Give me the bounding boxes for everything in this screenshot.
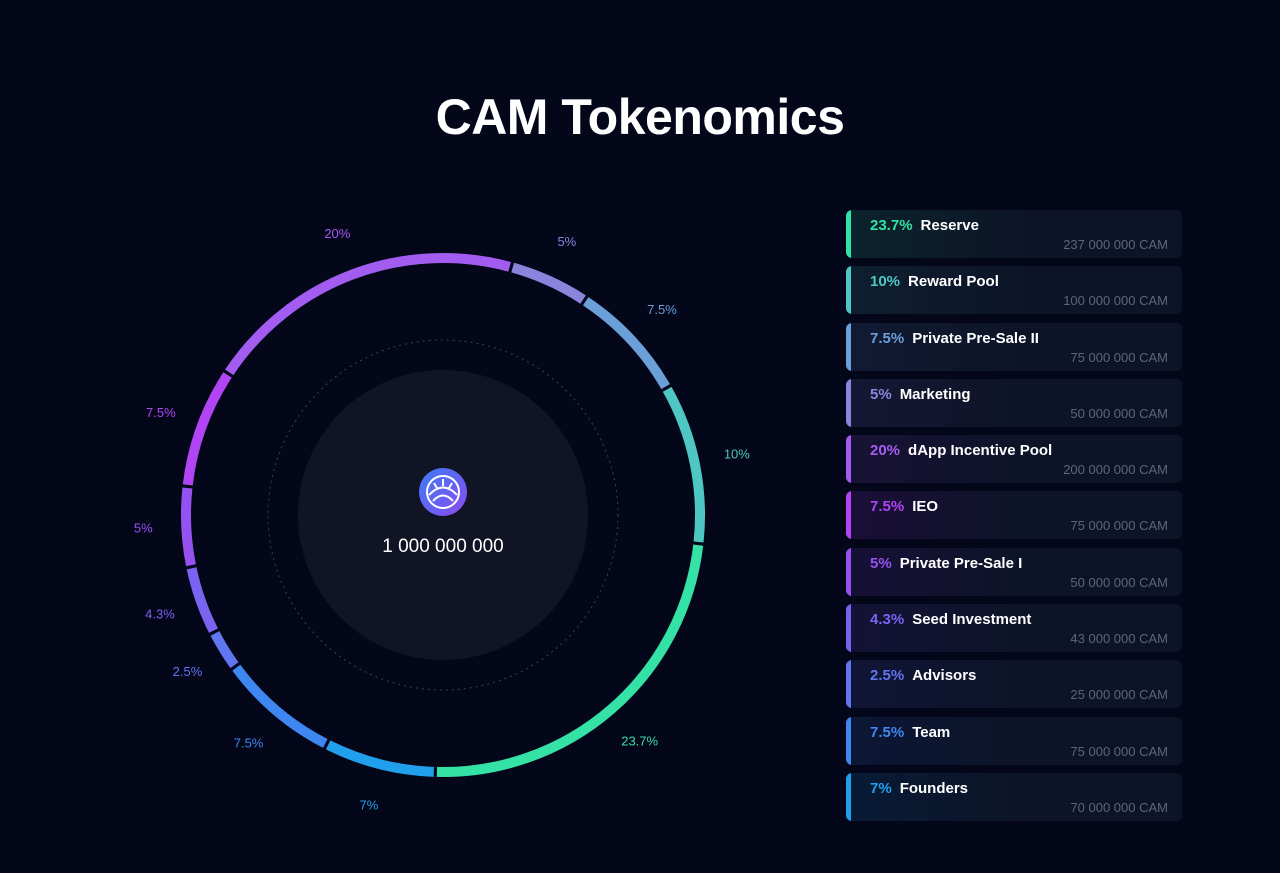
legend-percent: 2.5% <box>870 667 905 685</box>
legend-item: 7.5% IEO 75 000 000 CAM <box>846 491 1182 540</box>
slice-label-reserve: 23.7% <box>621 734 658 749</box>
legend-item: 2.5% Advisors 25 000 000 CAM <box>846 660 1182 709</box>
legend-percent: 23.7% <box>870 217 913 234</box>
legend-amount: 75 000 000 CAM <box>1070 743 1168 759</box>
legend-color-bar <box>846 772 851 821</box>
legend-amount: 50 000 000 CAM <box>1070 574 1168 590</box>
legend-amount: 75 000 000 CAM <box>1070 349 1168 365</box>
legend-percent: 4.3% <box>870 611 905 629</box>
slice-label-advisors: 2.5% <box>173 664 203 679</box>
legend-item: 10% Reward Pool 100 000 000 CAM <box>846 266 1182 315</box>
legend-name: Private Pre-Sale II <box>912 329 1039 347</box>
legend-percent: 7.5% <box>870 498 905 516</box>
slice-percent-labels: 23.7% 10% 7.5% 5% 20% 7.5% 5% 4.3% 2.5% 7.5% 7% <box>134 226 750 812</box>
legend-name: Founders <box>899 779 969 797</box>
legend-item: 20% dApp Incentive Pool 200 000 000 CAM <box>846 435 1182 484</box>
ring-slice-reserve <box>436 544 704 777</box>
legend-item: 4.3% Seed Investment 43 000 000 CAM <box>846 604 1182 653</box>
legend-color-bar <box>846 210 851 258</box>
legend-amount: 200 000 000 CAM <box>1063 462 1168 478</box>
legend-amount: 237 000 000 CAM <box>1063 237 1168 252</box>
legend-percent: 7.5% <box>870 723 905 741</box>
legend-percent: 10% <box>870 273 901 291</box>
legend-item: 7.5% Team 75 000 000 CAM <box>846 716 1182 765</box>
legend-amount: 75 000 000 CAM <box>1070 518 1168 534</box>
donut-ring <box>181 253 705 777</box>
legend-amount: 25 000 000 CAM <box>1070 687 1168 703</box>
slice-label-marketing: 5% <box>557 234 576 249</box>
legend-amount: 43 000 000 CAM <box>1070 631 1168 647</box>
legend-percent: 5% <box>870 385 892 403</box>
slice-label-ieo: 7.5% <box>146 405 176 420</box>
legend-name: Advisors <box>912 667 977 685</box>
slice-label-private-pre-sale-ii: 7.5% <box>647 302 677 317</box>
legend-color-bar <box>846 660 851 709</box>
ring-slice-marketing <box>511 262 586 304</box>
ring-slice-ieo <box>182 372 232 486</box>
legend-name: IEO <box>912 498 939 516</box>
legend-name: Marketing <box>899 385 971 403</box>
ring-slice-team <box>232 664 328 748</box>
legend-name: Seed Investment <box>912 611 1032 629</box>
slice-label-seed-investment: 4.3% <box>145 606 175 621</box>
legend-item: 5% Private Pre-Sale I 50 000 000 CAM <box>846 547 1182 596</box>
legend-amount: 100 000 000 CAM <box>1063 293 1168 309</box>
tokenomics-donut-chart: 1 000 000 000 23.7% 10% 7.5% 5% 20% 7.5% 5% 4.3… <box>134 226 750 812</box>
legend-color-bar <box>846 378 851 427</box>
legend-color-bar <box>846 604 851 653</box>
page-title: CAM Tokenomics <box>435 89 845 145</box>
dotted-guide-ring <box>267 339 619 691</box>
legend-color-bar <box>846 266 851 315</box>
legend-color-bar <box>846 491 851 540</box>
ring-slice-private-pre-sale-i <box>181 487 196 567</box>
legend-name: Private Pre-Sale I <box>899 554 1023 572</box>
legend-amount: 50 000 000 CAM <box>1070 405 1168 421</box>
slice-label-dapp-incentive-pool: 20% <box>324 226 350 241</box>
slice-label-private-pre-sale-i: 5% <box>134 521 153 536</box>
ring-slice-dapp-incentive-pool <box>225 253 511 376</box>
legend-item: 7% Founders 70 000 000 CAM <box>846 772 1182 821</box>
slice-label-reward-pool: 10% <box>724 447 750 462</box>
ring-slice-reward-pool <box>662 386 705 543</box>
legend-percent: 20% <box>870 442 901 460</box>
slice-label-founders: 7% <box>360 798 379 813</box>
legend-color-bar <box>846 435 851 484</box>
legend-percent: 7% <box>870 779 892 797</box>
legend-item: 23.7% Reserve 237 000 000 CAM <box>846 210 1182 258</box>
legend-color-bar <box>846 322 851 371</box>
legend-list: 23.7% Reserve 237 000 000 CAM 10% Reward Poo… <box>846 210 1182 829</box>
legend-name: Reward Pool <box>908 273 999 291</box>
legend-name: Team <box>912 723 951 741</box>
legend-name: dApp Incentive Pool <box>908 442 1053 460</box>
legend-amount: 70 000 000 CAM <box>1070 799 1168 815</box>
legend-item: 5% Marketing 50 000 000 CAM <box>846 378 1182 427</box>
ring-slice-seed-investment <box>186 567 218 633</box>
ring-slice-advisors <box>210 631 239 669</box>
ring-slice-founders <box>325 740 434 777</box>
cam-logo-icon <box>419 468 467 516</box>
total-supply-value: 1 000 000 000 <box>382 536 504 557</box>
legend-percent: 7.5% <box>870 329 905 347</box>
legend-color-bar <box>846 716 851 765</box>
legend-percent: 5% <box>870 554 892 572</box>
legend-item: 7.5% Private Pre-Sale II 75 000 000 CAM <box>846 322 1182 371</box>
ring-slice-private-pre-sale-ii <box>582 297 670 390</box>
legend-name: Reserve <box>920 217 979 234</box>
legend-color-bar <box>846 547 851 596</box>
slice-label-team: 7.5% <box>234 735 264 750</box>
